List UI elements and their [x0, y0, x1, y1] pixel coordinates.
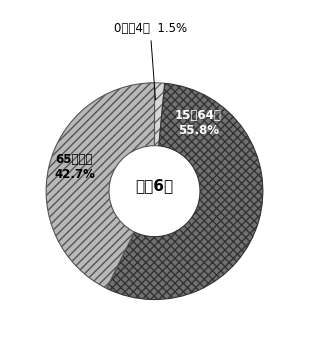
- Text: 平成6年: 平成6年: [135, 178, 174, 193]
- Wedge shape: [154, 83, 165, 146]
- Wedge shape: [107, 83, 263, 300]
- Wedge shape: [46, 83, 154, 288]
- Text: 0から4才  1.5%: 0から4才 1.5%: [114, 22, 187, 100]
- Text: 15～64才
55.8%: 15～64才 55.8%: [175, 109, 222, 137]
- Text: 65才以上
42.7%: 65才以上 42.7%: [55, 153, 96, 181]
